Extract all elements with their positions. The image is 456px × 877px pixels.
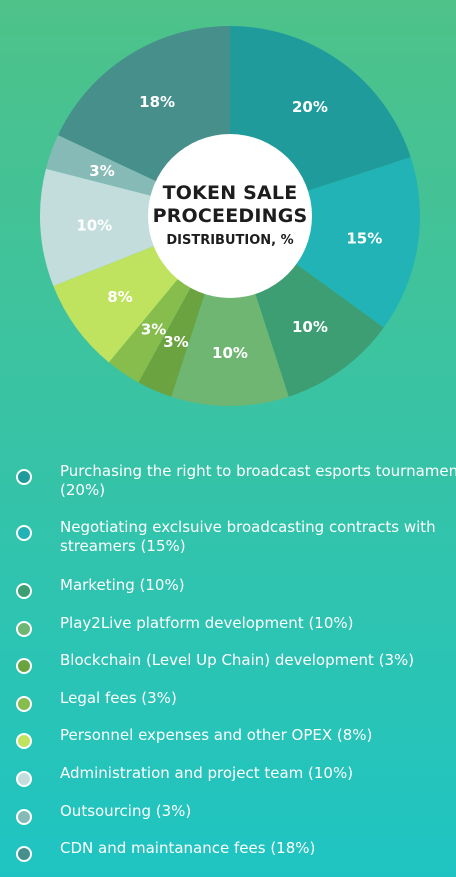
- slice-value-label-4: 10%: [212, 344, 248, 362]
- legend-swatch: [16, 771, 32, 787]
- pie-slice-4: [171, 216, 289, 406]
- legend-label: CDN and maintanance fees (18%): [60, 839, 316, 857]
- legend-label: Marketing (10%): [60, 576, 185, 594]
- slice-value-label-6: 3%: [141, 320, 166, 338]
- legend-item: Play2Live platform development (10%): [14, 614, 456, 637]
- legend-label: Personnel expenses and other OPEX (8%): [60, 726, 373, 744]
- legend-label: Administration and project team (10%): [60, 764, 354, 782]
- legend-label: Play2Live platform development (10%): [60, 614, 354, 632]
- pie-chart: 20% 15% 10% 10% 3% 3% 8% 10% 3% 18% TOKEN SALE PR…: [0, 0, 456, 420]
- donut-hole: [148, 134, 312, 298]
- legend-swatch: [16, 469, 32, 485]
- legend-item: Marketing (10%): [14, 576, 456, 599]
- slice-value-label-9: 3%: [89, 162, 114, 180]
- legend-item: Personnel expenses and other OPEX (8%): [14, 726, 456, 749]
- legend-item: CDN and maintanance fees (18%): [14, 839, 456, 862]
- legend-swatch: [16, 846, 32, 862]
- slice-value-label-3: 10%: [292, 318, 328, 336]
- legend-item: Purchasing the right to broadcast esport…: [14, 462, 456, 500]
- chart-title: TOKEN SALE PROCEEDINGS DISTRIBUTION, %: [148, 134, 312, 298]
- slice-value-label-5: 3%: [163, 333, 188, 351]
- slice-value-label-1: 20%: [292, 98, 328, 116]
- legend-item: Blockchain (Level Up Chain) development …: [14, 651, 456, 674]
- pie-chart-svg: 20%15%10%10%3%3%8%10%3%18%: [39, 26, 420, 406]
- legend-swatch: [16, 809, 32, 825]
- chart-subtitle: DISTRIBUTION, %: [166, 233, 294, 248]
- pie-slice-8: [39, 168, 230, 286]
- chart-title-line2: PROCEEDINGS: [152, 205, 308, 227]
- slice-value-label-2: 15%: [346, 229, 382, 247]
- legend-item: Administration and project team (10%): [14, 764, 456, 787]
- slice-value-label-7: 8%: [107, 288, 132, 306]
- legend-label: Legal fees (3%): [60, 689, 177, 707]
- legend-item: Outsourcing (3%): [14, 802, 456, 825]
- legend-item: Legal fees (3%): [14, 689, 456, 712]
- chart-title-line1: TOKEN SALE: [162, 182, 298, 204]
- legend-swatch: [16, 583, 32, 599]
- legend-swatch: [16, 658, 32, 674]
- legend-label: Negotiating exclsuive broadcasting contr…: [60, 518, 436, 555]
- legend-swatch: [16, 621, 32, 637]
- legend-swatch: [16, 696, 32, 712]
- legend-swatch: [16, 733, 32, 749]
- legend-label: Outsourcing (3%): [60, 802, 192, 820]
- legend-label: Purchasing the right to broadcast esport…: [60, 462, 456, 499]
- legend-label: Blockchain (Level Up Chain) development …: [60, 651, 415, 669]
- slice-value-label-8: 10%: [76, 217, 112, 235]
- pie-slice-2: [230, 157, 420, 328]
- legend-item: Negotiating exclsuive broadcasting contr…: [14, 518, 456, 556]
- slice-value-label-10: 18%: [139, 93, 175, 111]
- legend-swatch: [16, 525, 32, 541]
